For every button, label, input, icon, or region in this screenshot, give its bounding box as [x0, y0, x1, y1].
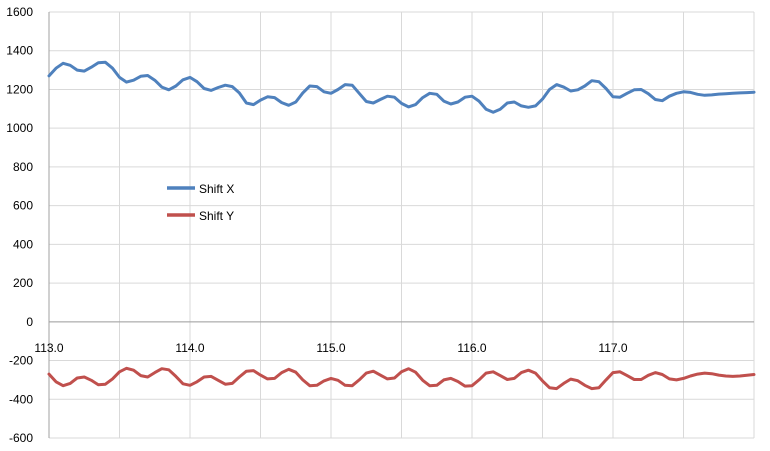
legend-label-shift-x: Shift X — [199, 182, 234, 196]
y-tick-label-0: -600 — [9, 431, 33, 445]
y-tick-label-8: 1000 — [6, 121, 33, 135]
x-tick-labels: 113.0 114.0 115.0 116.0 117.0 — [34, 341, 627, 355]
y-tick-label-5: 400 — [13, 237, 33, 251]
legend-item-shift-x: Shift X — [167, 182, 234, 196]
axes — [48, 12, 754, 438]
x-tick-label-0: 113.0 — [34, 341, 63, 355]
series-lines — [47, 60, 756, 391]
y-tick-label-11: 1600 — [6, 5, 33, 19]
y-tick-label-1: -400 — [9, 392, 33, 406]
series-line-shift-x — [47, 60, 756, 114]
y-tick-labels: -600 -400 -200 0 200 400 600 800 1000 1200 1400 160… — [6, 5, 33, 445]
grid-lines — [49, 11, 755, 439]
x-tick-label-3: 116.0 — [457, 341, 486, 355]
y-tick-label-2: -200 — [9, 354, 33, 368]
y-tick-label-6: 600 — [13, 199, 33, 213]
x-tick-label-1: 114.0 — [175, 341, 204, 355]
y-tick-label-3: 0 — [26, 315, 33, 329]
x-tick-label-4: 117.0 — [598, 341, 627, 355]
legend-label-shift-y: Shift Y — [199, 209, 234, 223]
y-tick-label-7: 800 — [13, 160, 33, 174]
legend-item-shift-y: Shift Y — [167, 209, 234, 223]
x-tick-label-2: 115.0 — [316, 341, 345, 355]
legend: Shift X Shift Y — [167, 182, 234, 223]
y-tick-label-10: 1400 — [6, 44, 33, 58]
y-tick-label-9: 1200 — [6, 82, 33, 96]
series-line-shift-y — [47, 366, 756, 391]
y-tick-label-4: 200 — [13, 276, 33, 290]
